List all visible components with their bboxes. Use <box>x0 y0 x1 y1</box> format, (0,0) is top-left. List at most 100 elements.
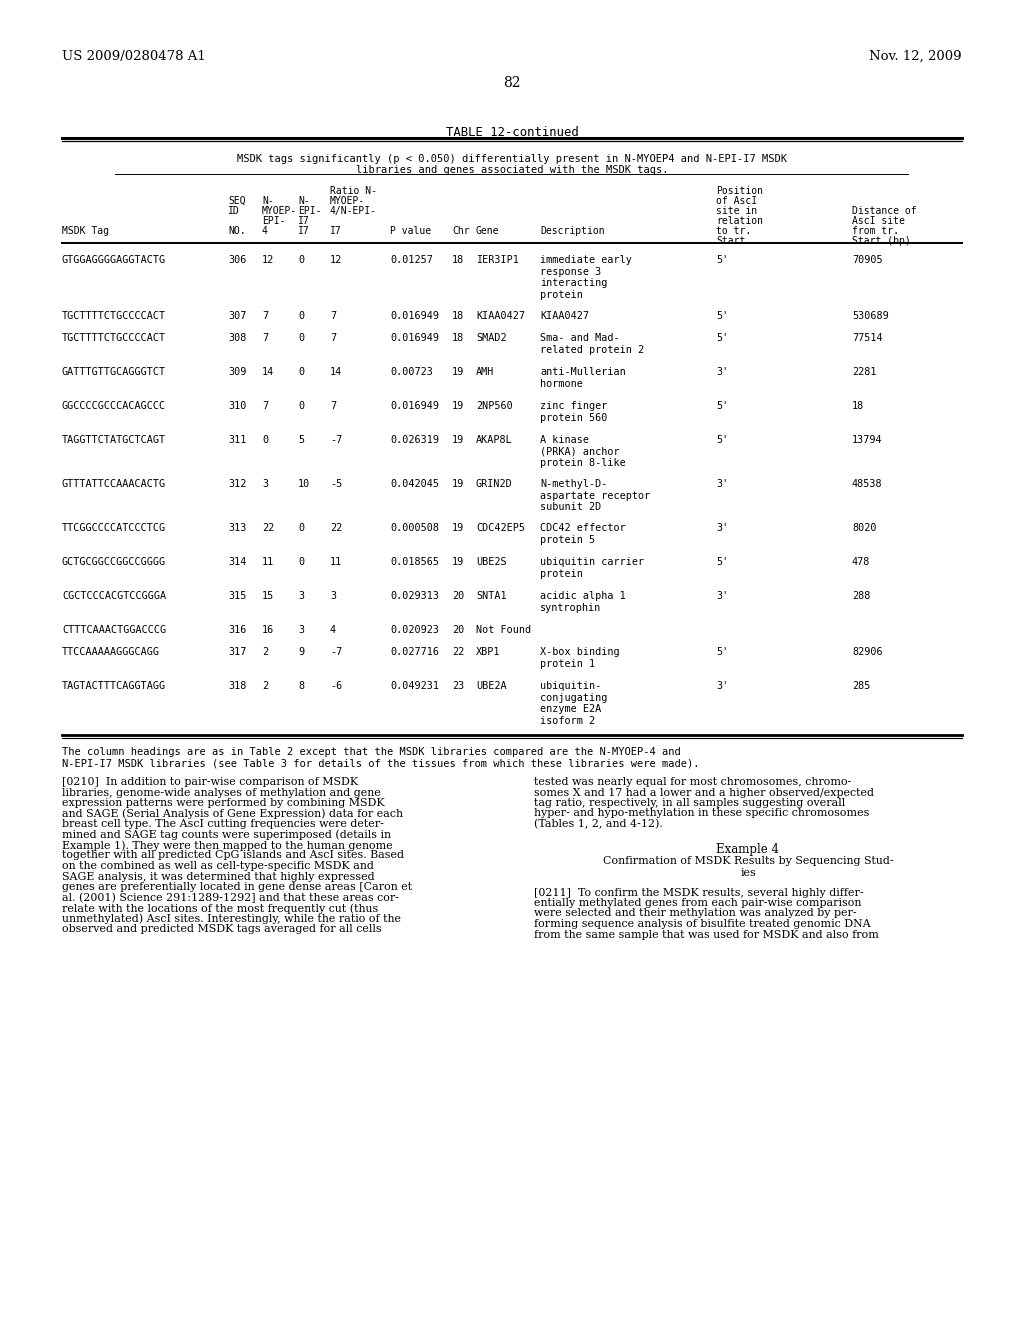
Text: XBP1: XBP1 <box>476 647 501 657</box>
Text: SEQ: SEQ <box>228 195 246 206</box>
Text: 8020: 8020 <box>852 523 877 533</box>
Text: forming sequence analysis of bisulfite treated genomic DNA: forming sequence analysis of bisulfite t… <box>534 919 870 929</box>
Text: P value: P value <box>390 226 431 236</box>
Text: tag ratio, respectively, in all samples suggesting overall: tag ratio, respectively, in all samples … <box>534 799 845 808</box>
Text: 82: 82 <box>503 77 521 90</box>
Text: libraries, genome-wide analyses of methylation and gene: libraries, genome-wide analyses of methy… <box>62 788 381 797</box>
Text: 530689: 530689 <box>852 312 889 321</box>
Text: The column headings are as in Table 2 except that the MSDK libraries compared ar: The column headings are as in Table 2 ex… <box>62 747 681 756</box>
Text: 288: 288 <box>852 591 870 601</box>
Text: EPI-: EPI- <box>262 216 286 226</box>
Text: EPI-: EPI- <box>298 206 322 216</box>
Text: 0.049231: 0.049231 <box>390 681 439 690</box>
Text: TGCTTTTCTGCCCCACT: TGCTTTTCTGCCCCACT <box>62 333 166 343</box>
Text: 20: 20 <box>452 624 464 635</box>
Text: 308: 308 <box>228 333 247 343</box>
Text: 285: 285 <box>852 681 870 690</box>
Text: I7: I7 <box>330 226 342 236</box>
Text: 0: 0 <box>262 436 268 445</box>
Text: somes X and 17 had a lower and a higher observed/expected: somes X and 17 had a lower and a higher … <box>534 788 874 797</box>
Text: I7: I7 <box>298 216 309 226</box>
Text: 19: 19 <box>452 436 464 445</box>
Text: 3: 3 <box>298 624 304 635</box>
Text: unmethylated) AscI sites. Interestingly, while the ratio of the: unmethylated) AscI sites. Interestingly,… <box>62 913 401 924</box>
Text: ID: ID <box>228 206 240 216</box>
Text: GATTTGTTGCAGGGTCT: GATTTGTTGCAGGGTCT <box>62 367 166 378</box>
Text: MSDK tags significantly (p < 0.050) differentially present in N-MYOEP4 and N-EPI: MSDK tags significantly (p < 0.050) diff… <box>237 154 787 164</box>
Text: -7: -7 <box>330 436 342 445</box>
Text: 0: 0 <box>298 255 304 265</box>
Text: GTGGAGGGGAGGTACTG: GTGGAGGGGAGGTACTG <box>62 255 166 265</box>
Text: GGCCCCGCCCACAGCCC: GGCCCCGCCCACAGCCC <box>62 401 166 411</box>
Text: ubiquitin-
conjugating
enzyme E2A
isoform 2: ubiquitin- conjugating enzyme E2A isofor… <box>540 681 607 726</box>
Text: mined and SAGE tag counts were superimposed (details in: mined and SAGE tag counts were superimpo… <box>62 829 391 840</box>
Text: 5': 5' <box>716 647 728 657</box>
Text: 0.016949: 0.016949 <box>390 401 439 411</box>
Text: 2NP560: 2NP560 <box>476 401 513 411</box>
Text: 310: 310 <box>228 401 247 411</box>
Text: 70905: 70905 <box>852 255 883 265</box>
Text: from the same sample that was used for MSDK and also from: from the same sample that was used for M… <box>534 929 879 940</box>
Text: 15: 15 <box>262 591 274 601</box>
Text: 3: 3 <box>298 591 304 601</box>
Text: 5': 5' <box>716 312 728 321</box>
Text: 3: 3 <box>330 591 336 601</box>
Text: 5': 5' <box>716 333 728 343</box>
Text: 20: 20 <box>452 591 464 601</box>
Text: 3': 3' <box>716 523 728 533</box>
Text: TAGTACTTTCAGGTAGG: TAGTACTTTCAGGTAGG <box>62 681 166 690</box>
Text: GCTGCGGCCGGCCGGGG: GCTGCGGCCGGCCGGGG <box>62 557 166 568</box>
Text: Confirmation of MSDK Results by Sequencing Stud-: Confirmation of MSDK Results by Sequenci… <box>603 857 893 866</box>
Text: Chr: Chr <box>452 226 470 236</box>
Text: N-EPI-I7 MSDK libraries (see Table 3 for details of the tissues from which these: N-EPI-I7 MSDK libraries (see Table 3 for… <box>62 758 699 768</box>
Text: 4/N-EPI-: 4/N-EPI- <box>330 206 377 216</box>
Text: 478: 478 <box>852 557 870 568</box>
Text: 2: 2 <box>262 647 268 657</box>
Text: 0.016949: 0.016949 <box>390 333 439 343</box>
Text: Start: Start <box>716 236 745 246</box>
Text: -6: -6 <box>330 681 342 690</box>
Text: IER3IP1: IER3IP1 <box>476 255 519 265</box>
Text: expression patterns were performed by combining MSDK: expression patterns were performed by co… <box>62 799 385 808</box>
Text: [0210]  In addition to pair-wise comparison of MSDK: [0210] In addition to pair-wise comparis… <box>62 777 358 787</box>
Text: entially methylated genes from each pair-wise comparison: entially methylated genes from each pair… <box>534 898 861 908</box>
Text: 18: 18 <box>852 401 864 411</box>
Text: 4: 4 <box>330 624 336 635</box>
Text: libraries and genes associated with the MSDK tags.: libraries and genes associated with the … <box>355 165 669 176</box>
Text: Nov. 12, 2009: Nov. 12, 2009 <box>869 50 962 63</box>
Text: 7: 7 <box>330 312 336 321</box>
Text: 2: 2 <box>262 681 268 690</box>
Text: 2281: 2281 <box>852 367 877 378</box>
Text: 11: 11 <box>262 557 274 568</box>
Text: 0.027716: 0.027716 <box>390 647 439 657</box>
Text: 306: 306 <box>228 255 247 265</box>
Text: MSDK Tag: MSDK Tag <box>62 226 109 236</box>
Text: 0.029313: 0.029313 <box>390 591 439 601</box>
Text: US 2009/0280478 A1: US 2009/0280478 A1 <box>62 50 206 63</box>
Text: 311: 311 <box>228 436 247 445</box>
Text: AKAP8L: AKAP8L <box>476 436 513 445</box>
Text: Start (bp): Start (bp) <box>852 236 910 246</box>
Text: 19: 19 <box>452 401 464 411</box>
Text: al. (2001) Science 291:1289-1292] and that these areas cor-: al. (2001) Science 291:1289-1292] and th… <box>62 892 399 903</box>
Text: GRIN2D: GRIN2D <box>476 479 513 488</box>
Text: MYOEP-: MYOEP- <box>262 206 297 216</box>
Text: CGCTCCCACGTCCGGGA: CGCTCCCACGTCCGGGA <box>62 591 166 601</box>
Text: 7: 7 <box>330 401 336 411</box>
Text: 10: 10 <box>298 479 310 488</box>
Text: N-: N- <box>262 195 273 206</box>
Text: 14: 14 <box>330 367 342 378</box>
Text: 12: 12 <box>330 255 342 265</box>
Text: TTCGGCCCCATCCCTCG: TTCGGCCCCATCCCTCG <box>62 523 166 533</box>
Text: 3': 3' <box>716 681 728 690</box>
Text: 14: 14 <box>262 367 274 378</box>
Text: Example 4: Example 4 <box>717 843 779 857</box>
Text: tested was nearly equal for most chromosomes, chromo-: tested was nearly equal for most chromos… <box>534 777 851 787</box>
Text: 0: 0 <box>298 333 304 343</box>
Text: on the combined as well as cell-type-specific MSDK and: on the combined as well as cell-type-spe… <box>62 861 374 871</box>
Text: 5': 5' <box>716 436 728 445</box>
Text: 16: 16 <box>262 624 274 635</box>
Text: 18: 18 <box>452 255 464 265</box>
Text: 19: 19 <box>452 523 464 533</box>
Text: 0.018565: 0.018565 <box>390 557 439 568</box>
